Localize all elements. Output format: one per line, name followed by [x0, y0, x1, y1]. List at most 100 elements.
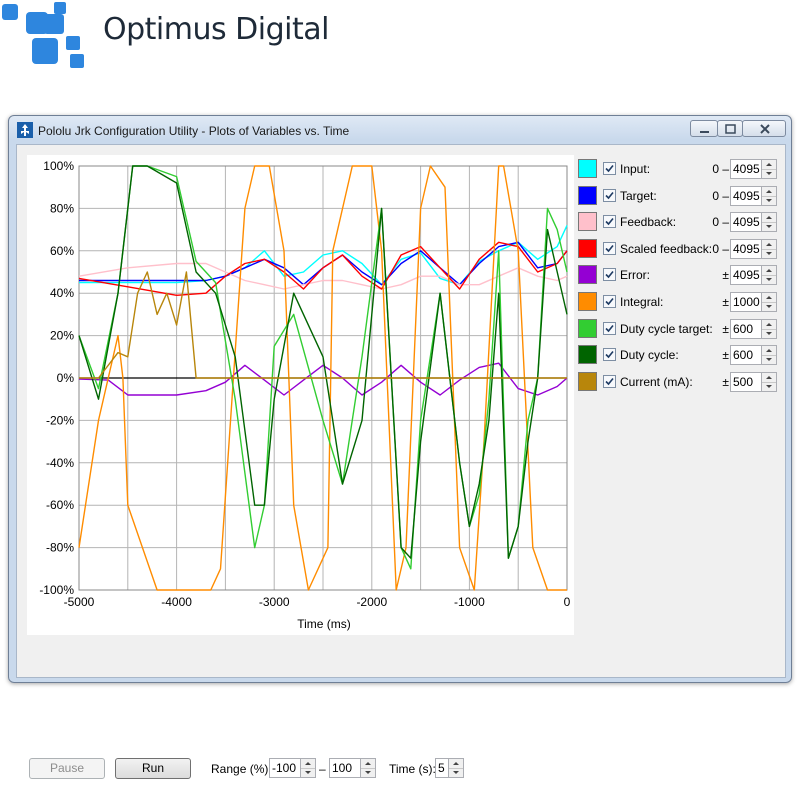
legend-scale-spinner[interactable]: 4095 [730, 212, 778, 233]
legend-scale-input[interactable]: 600 [730, 345, 762, 366]
legend-scale-spin-buttons[interactable] [762, 212, 777, 233]
spin-down-icon[interactable] [762, 222, 776, 231]
spin-up-icon[interactable] [301, 759, 315, 769]
application-window: Pololu Jrk Configuration Utility - Plots… [8, 115, 792, 779]
legend-color-swatch[interactable] [578, 292, 597, 311]
legend-scale-input[interactable]: 600 [730, 318, 762, 339]
spin-up-icon[interactable] [449, 759, 463, 769]
range-min-spin-buttons[interactable] [301, 758, 316, 778]
spin-down-icon[interactable] [762, 196, 776, 205]
range-max-input[interactable]: 100 [329, 758, 361, 778]
legend-scale-spinner[interactable]: 4095 [730, 185, 778, 206]
legend-scale-spin-buttons[interactable] [762, 185, 777, 206]
spin-down-icon[interactable] [762, 355, 776, 364]
spin-up-icon[interactable] [762, 213, 776, 224]
legend-scale-spin-buttons[interactable] [762, 345, 777, 366]
legend-label: Current (mA): [620, 374, 693, 389]
legend-scale-spinner[interactable]: 1000 [730, 292, 778, 312]
spin-down-icon[interactable] [762, 382, 776, 391]
legend-color-swatch[interactable] [578, 185, 597, 205]
legend-scale-spin-buttons[interactable] [762, 318, 777, 339]
spin-down-icon[interactable] [762, 249, 776, 258]
spin-up-icon[interactable] [762, 346, 776, 357]
legend-range-prefix: ± [722, 268, 729, 283]
range-max-spin-buttons[interactable] [361, 758, 376, 778]
legend-range-prefix: 0 – [712, 188, 729, 203]
legend-scale-input[interactable]: 500 [730, 371, 762, 392]
legend-checkbox[interactable] [603, 295, 616, 308]
legend-checkbox[interactable] [603, 215, 616, 229]
spin-up-icon[interactable] [762, 266, 776, 277]
title-bar[interactable]: Pololu Jrk Configuration Utility - Plots… [9, 116, 791, 144]
spin-down-icon[interactable] [762, 302, 776, 311]
spin-down-icon[interactable] [449, 768, 463, 777]
spin-up-icon[interactable] [762, 160, 776, 170]
spin-down-icon[interactable] [762, 169, 776, 178]
legend-scale-spinner[interactable]: 600 [730, 345, 778, 366]
range-max-spinner[interactable]: 100 [329, 758, 377, 778]
time-spinner[interactable]: 5 [435, 758, 465, 778]
legend-scale-spinner[interactable]: 500 [730, 371, 778, 392]
spin-up-icon[interactable] [762, 293, 776, 303]
legend-color-swatch[interactable] [578, 318, 597, 338]
spin-up-icon[interactable] [762, 373, 776, 383]
legend-color-swatch[interactable] [578, 212, 597, 232]
close-button[interactable] [742, 120, 786, 137]
checkmark-icon [605, 377, 614, 385]
legend-scale-input[interactable]: 1000 [730, 292, 762, 312]
legend-color-swatch[interactable] [578, 238, 597, 258]
legend-range-prefix: 0 – [712, 241, 729, 256]
legend-range-prefix: ± [722, 348, 729, 363]
spin-down-icon[interactable] [301, 768, 315, 777]
legend-color-swatch[interactable] [578, 265, 597, 285]
time-spin-buttons[interactable] [449, 758, 464, 778]
run-button[interactable]: Run [115, 758, 191, 779]
legend-scale-input[interactable]: 4095 [730, 238, 762, 259]
spin-down-icon[interactable] [361, 768, 375, 777]
legend-scale-spin-buttons[interactable] [762, 159, 777, 179]
legend-scale-spin-buttons[interactable] [762, 265, 777, 286]
legend-scale-input[interactable]: 4095 [730, 212, 762, 233]
spin-up-icon[interactable] [361, 759, 375, 769]
legend-row-duty-cycle-target: Duty cycle target: ±600 [570, 318, 780, 340]
legend-scale-spin-buttons[interactable] [762, 371, 777, 392]
legend-scale-spinner[interactable]: 600 [730, 318, 778, 339]
legend-checkbox[interactable] [603, 241, 616, 255]
spin-up-icon[interactable] [762, 240, 776, 250]
spin-up-icon[interactable] [762, 320, 776, 330]
legend-color-swatch[interactable] [578, 371, 597, 391]
minimize-button[interactable] [690, 120, 718, 137]
y-tick-label: 20% [50, 329, 74, 343]
legend-scale-spin-buttons[interactable] [762, 238, 777, 259]
legend-scale-input[interactable]: 4095 [730, 185, 762, 206]
legend-range-prefix: 0 – [712, 162, 729, 176]
spin-up-icon[interactable] [762, 187, 776, 197]
legend-checkbox[interactable] [603, 321, 616, 335]
spin-down-icon[interactable] [762, 275, 776, 284]
maximize-button[interactable] [717, 120, 743, 137]
legend-color-swatch[interactable] [578, 159, 597, 178]
plot-area: 100%80%60%40%20%0%-20%-40%-60%-80%-100%-… [27, 155, 574, 635]
legend-row-input: Input: 0 –4095 [570, 158, 780, 180]
legend-checkbox[interactable] [603, 268, 616, 282]
legend-checkbox[interactable] [603, 374, 616, 388]
range-label: Range (%): [211, 762, 272, 776]
legend-checkbox[interactable] [603, 348, 616, 362]
legend-checkbox[interactable] [603, 162, 616, 175]
spin-down-icon[interactable] [762, 329, 776, 338]
legend-scale-spinner[interactable]: 4095 [730, 238, 778, 259]
legend-checkbox[interactable] [603, 188, 616, 202]
legend-scale-spin-buttons[interactable] [762, 292, 777, 312]
legend-scale-input[interactable]: 4095 [730, 265, 762, 286]
range-min-spinner[interactable]: -100 [269, 758, 317, 778]
pause-button[interactable]: Pause [29, 758, 105, 779]
legend-label: Target: [620, 188, 657, 203]
legend-scale-input[interactable]: 4095 [730, 159, 762, 179]
legend-label: Input: [620, 162, 651, 176]
time-input[interactable]: 5 [435, 758, 449, 778]
checkmark-icon [605, 351, 614, 359]
legend-color-swatch[interactable] [578, 345, 597, 365]
range-min-input[interactable]: -100 [269, 758, 301, 778]
legend-scale-spinner[interactable]: 4095 [730, 159, 778, 179]
legend-scale-spinner[interactable]: 4095 [730, 265, 778, 286]
